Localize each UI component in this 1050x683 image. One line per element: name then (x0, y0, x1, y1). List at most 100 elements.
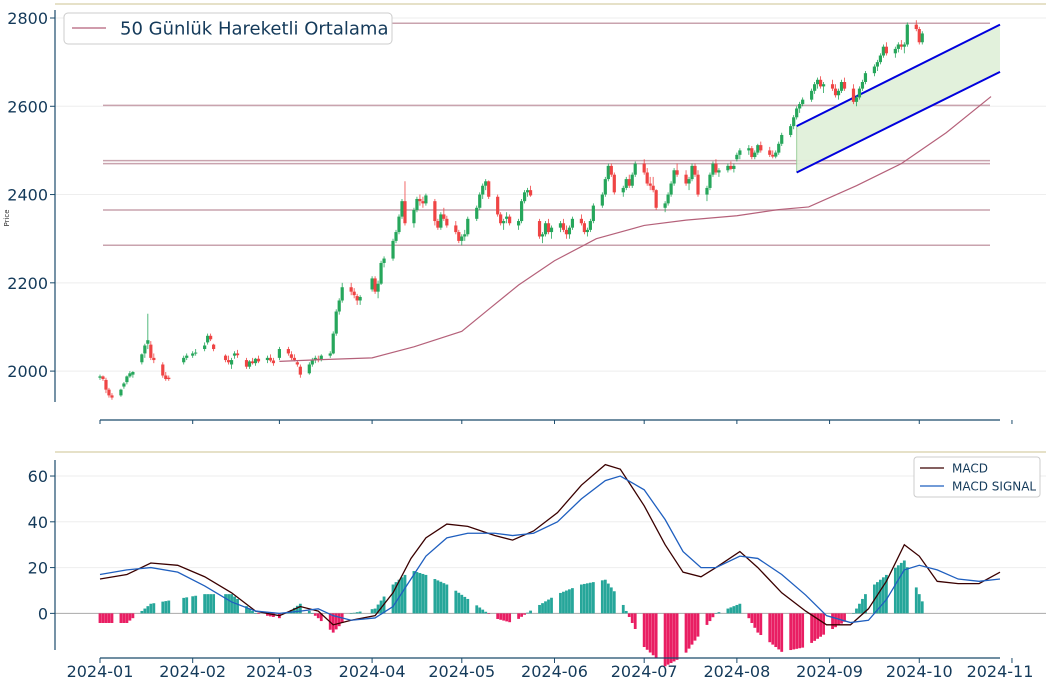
macd-histogram-bar (771, 613, 775, 645)
macd-histogram-bar (834, 613, 837, 628)
candle-body (705, 187, 709, 195)
macd-histogram-bar (337, 613, 341, 627)
macd-histogram-bar (884, 574, 888, 614)
candle-body (549, 227, 554, 233)
candle-body (499, 214, 503, 224)
macd-histogram-bar (627, 613, 631, 617)
candle-body (445, 218, 449, 226)
macd-histogram-bar (526, 612, 529, 614)
candle-body (104, 379, 108, 390)
candle-body (295, 362, 299, 365)
candle-body (373, 278, 377, 292)
candle-body (666, 194, 670, 204)
candle-body (588, 221, 592, 230)
macd-histogram-bar (502, 613, 506, 621)
macd-histogram-bar (902, 560, 906, 614)
macd-histogram-bar (893, 567, 897, 614)
candle-body (836, 90, 841, 96)
macd-histogram-bar (565, 590, 568, 614)
candle-body (164, 375, 168, 380)
macd-histogram-bar (711, 613, 715, 618)
candle-body (902, 44, 906, 47)
candle-body (397, 216, 401, 233)
macd-histogram-bar (436, 580, 440, 614)
macd-histogram-bar (307, 610, 311, 614)
candle-body (519, 201, 524, 222)
candle-body (771, 154, 775, 157)
candle-body (570, 218, 575, 228)
candle-body (818, 79, 823, 87)
macd-histogram-bar (666, 613, 670, 665)
macd-histogram-bar (370, 609, 374, 614)
candle-body (621, 187, 625, 193)
macd-histogram-bar (203, 594, 207, 614)
macd-histogram-bar (209, 594, 213, 614)
candle-body (313, 357, 317, 361)
candle-body (546, 223, 551, 233)
candle-body (424, 195, 428, 204)
candle-body (194, 352, 198, 354)
candle-body (232, 353, 237, 356)
candle-body (98, 376, 102, 378)
candle-body (110, 395, 114, 398)
macd-histogram-bar (585, 583, 589, 614)
macd-histogram-bar (445, 584, 449, 614)
macd-histogram-bar (484, 611, 488, 614)
macd-histogram-bar (164, 601, 168, 614)
candle-body (289, 354, 293, 358)
candle-body (648, 183, 652, 186)
macd-histogram-bar (496, 613, 500, 619)
candle-body (235, 353, 240, 356)
candle-body (502, 221, 506, 224)
macd-histogram-bar (125, 613, 129, 623)
candle-body (711, 163, 715, 175)
macd-tick-label: 40 (28, 513, 48, 532)
candle-body (558, 223, 563, 228)
candle-body (905, 24, 909, 45)
macd-histogram-bar (582, 583, 586, 614)
macd-histogram-bar (499, 613, 503, 620)
candle-body (331, 333, 335, 354)
macd-histogram-bar (149, 603, 153, 614)
macd-histogram-bar (475, 605, 479, 614)
channel-fill (796, 24, 1000, 173)
macd-histogram-bar (588, 582, 592, 614)
candle-body (247, 361, 252, 367)
macd-histogram-bar (295, 605, 299, 614)
price-tick-label: 2600 (7, 97, 48, 116)
macd-histogram-bar (233, 596, 236, 614)
macd-histogram-bar (798, 613, 802, 649)
macd-histogram-bar (227, 594, 230, 614)
macd-histogram-bar (143, 608, 147, 614)
price-tick-label: 2800 (7, 9, 48, 28)
candle-body (738, 150, 742, 155)
candle-body (349, 287, 353, 292)
candle-body (795, 108, 799, 118)
macd-histogram-bar (460, 594, 464, 614)
macd-histogram-bar (609, 587, 613, 614)
macd-histogram-bar (394, 582, 398, 614)
macd-histogram-bar (905, 567, 909, 614)
macd-histogram-bar (663, 613, 667, 667)
macd-histogram-bar (191, 596, 195, 614)
macd-histogram-bar (230, 594, 233, 614)
macd-histogram-bar (379, 600, 383, 614)
macd-histogram-bar (266, 613, 269, 616)
macd-histogram-bar (852, 613, 855, 614)
macd-histogram-bar (352, 612, 356, 614)
candle-body (310, 360, 314, 365)
macd-histogram-bar (777, 613, 781, 650)
candle-body (185, 355, 189, 358)
candle-body (899, 44, 903, 47)
candle-body (152, 357, 156, 361)
macd-histogram-bar (735, 604, 739, 614)
candle-body (833, 88, 838, 96)
candle-body (337, 300, 341, 312)
candle-body (522, 192, 527, 202)
candle-body (223, 355, 228, 361)
candle-body (167, 377, 171, 380)
candle-body (540, 234, 545, 237)
price-panel: 2000 2200 2400 2600 2800 Price 50 Günlük Harek… (3, 3, 1046, 421)
candle-body (421, 201, 425, 204)
candle-body (675, 170, 679, 175)
